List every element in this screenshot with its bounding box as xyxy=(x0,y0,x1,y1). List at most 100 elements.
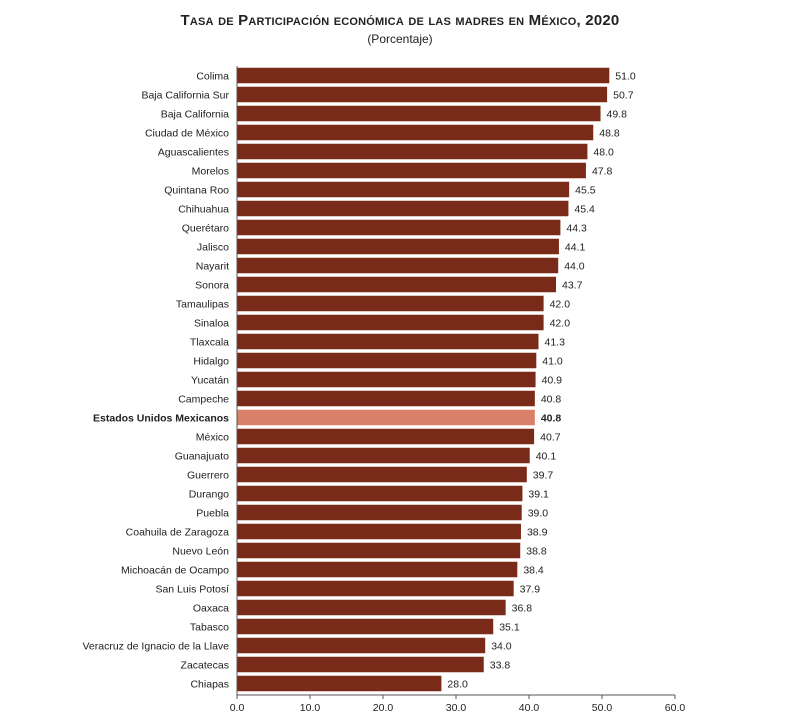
data-label: 40.9 xyxy=(542,374,563,386)
data-label: 35.1 xyxy=(499,621,520,633)
category-label: Aguascalientes xyxy=(158,146,229,158)
category-label: Baja California xyxy=(161,108,229,120)
x-tick-label: 20.0 xyxy=(373,702,394,714)
chart-subtitle: (Porcentaje) xyxy=(367,32,433,46)
bar xyxy=(237,67,610,84)
category-label: Hidalgo xyxy=(193,355,229,367)
data-label: 40.8 xyxy=(541,393,562,405)
bar xyxy=(237,675,442,692)
category-label: Veracruz de Ignacio de la Llave xyxy=(82,640,229,652)
bar xyxy=(237,485,523,502)
data-label: 44.1 xyxy=(565,241,586,253)
x-tick-label: 60.0 xyxy=(665,702,686,714)
category-label: Quintana Roo xyxy=(164,184,229,196)
data-label: 48.0 xyxy=(593,146,614,158)
bar xyxy=(237,200,569,217)
bar xyxy=(237,181,570,198)
data-label: 47.8 xyxy=(592,165,613,177)
bar xyxy=(237,333,539,350)
bar xyxy=(237,390,535,407)
data-label: 44.0 xyxy=(564,260,585,272)
category-label: Colima xyxy=(196,70,229,82)
bar xyxy=(237,295,544,312)
data-label: 41.3 xyxy=(544,336,565,348)
category-label: Coahuila de Zaragoza xyxy=(126,526,229,538)
data-label: 42.0 xyxy=(550,317,571,329)
category-label: Michoacán de Ocampo xyxy=(121,564,229,576)
data-label: 33.8 xyxy=(490,659,511,671)
data-label: 40.7 xyxy=(540,431,561,443)
data-label: 41.0 xyxy=(542,355,563,367)
x-tick-label: 50.0 xyxy=(592,702,613,714)
bar xyxy=(237,314,544,331)
bar xyxy=(237,466,527,483)
bar xyxy=(237,105,601,122)
bar xyxy=(237,143,588,160)
category-label: Jalisco xyxy=(197,241,229,253)
category-label: Guerrero xyxy=(187,469,229,481)
x-tick-label: 40.0 xyxy=(519,702,540,714)
bar xyxy=(237,504,522,521)
data-label: 38.4 xyxy=(523,564,544,576)
data-label: 44.3 xyxy=(566,222,587,234)
category-label: Chiapas xyxy=(190,678,229,690)
data-label: 34.0 xyxy=(491,640,512,652)
category-label: Querétaro xyxy=(182,222,229,234)
bar xyxy=(237,238,559,255)
bar xyxy=(237,599,506,616)
data-label: 45.4 xyxy=(574,203,595,215)
bar xyxy=(237,618,494,635)
category-label: Ciudad de México xyxy=(145,127,229,139)
category-label: Chihuahua xyxy=(178,203,229,215)
category-label: Campeche xyxy=(178,393,229,405)
bar xyxy=(237,162,586,179)
bar xyxy=(237,561,518,578)
bar xyxy=(237,276,557,293)
bar xyxy=(237,428,535,445)
x-tick-label: 30.0 xyxy=(446,702,467,714)
chart-title: Tasa de Participación económica de las m… xyxy=(180,12,620,29)
category-label: Nayarit xyxy=(196,260,229,272)
category-label: Tamaulipas xyxy=(176,298,229,310)
data-label: 48.8 xyxy=(599,127,620,139)
bar xyxy=(237,580,514,597)
category-label: Estados Unidos Mexicanos xyxy=(93,412,229,424)
data-label: 45.5 xyxy=(575,184,596,196)
category-label: Sinaloa xyxy=(194,317,229,329)
data-label: 38.8 xyxy=(526,545,547,557)
x-tick-label: 0.0 xyxy=(230,702,245,714)
category-label: México xyxy=(196,431,229,443)
category-label: Guanajuato xyxy=(175,450,229,462)
category-label: Tlaxcala xyxy=(190,336,229,348)
data-label: 39.7 xyxy=(533,469,554,481)
x-tick-label: 10.0 xyxy=(300,702,321,714)
data-label: 51.0 xyxy=(615,70,636,82)
data-label: 28.0 xyxy=(447,678,468,690)
bar xyxy=(237,124,594,141)
category-label: Durango xyxy=(189,488,229,500)
data-label: 40.8 xyxy=(541,412,562,424)
data-label: 43.7 xyxy=(562,279,583,291)
data-label: 50.7 xyxy=(613,89,634,101)
bar xyxy=(237,656,484,673)
bar xyxy=(237,371,536,388)
data-label: 39.1 xyxy=(528,488,549,500)
category-label: San Luis Potosí xyxy=(155,583,229,595)
category-label: Sonora xyxy=(195,279,229,291)
bar xyxy=(237,352,537,369)
bar xyxy=(237,542,521,559)
category-label: Yucatán xyxy=(191,374,229,386)
bar xyxy=(237,523,521,540)
bar xyxy=(237,637,486,654)
category-label: Tabasco xyxy=(190,621,229,633)
highlight-bar xyxy=(237,409,535,426)
category-label: Zacatecas xyxy=(181,659,229,671)
data-label: 42.0 xyxy=(550,298,571,310)
category-label: Nuevo León xyxy=(172,545,229,557)
category-label: Oaxaca xyxy=(193,602,229,614)
bar xyxy=(237,447,530,464)
data-label: 38.9 xyxy=(527,526,548,538)
data-label: 36.8 xyxy=(512,602,533,614)
bar xyxy=(237,257,559,274)
